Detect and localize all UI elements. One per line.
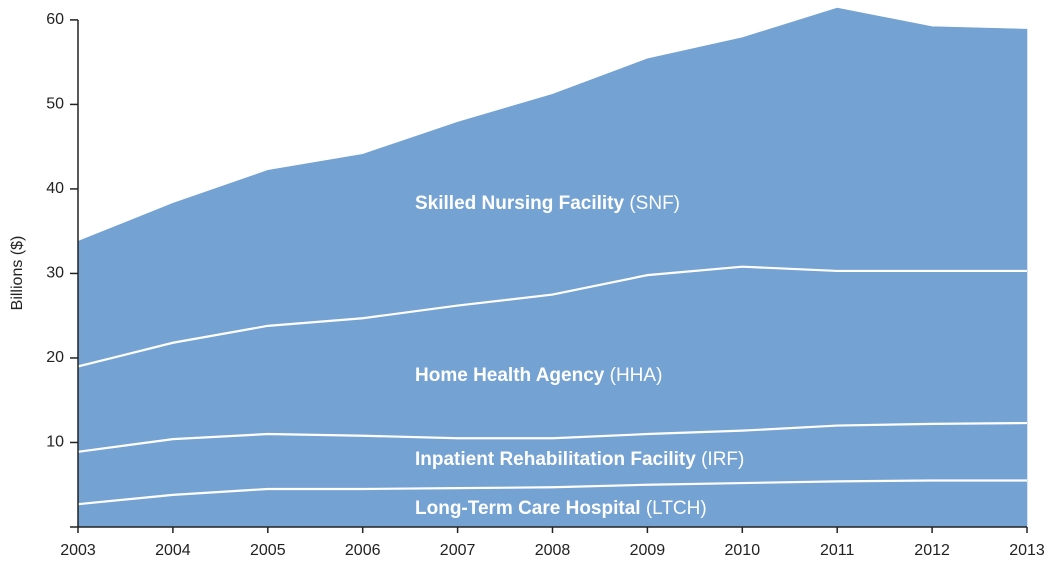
y-tick-label: 20 xyxy=(46,349,64,366)
y-axis-label: Billions ($) xyxy=(9,236,26,311)
boundary-line xyxy=(77,265,1027,368)
y-tick-label: 30 xyxy=(46,265,64,282)
series-label: Inpatient Rehabilitation Facility (IRF) xyxy=(415,449,744,470)
series-abbreviation: (HHA) xyxy=(610,365,663,386)
x-tick-label: 2013 xyxy=(1009,542,1045,559)
x-tick-label: 2011 xyxy=(820,542,855,559)
x-tick-label: 2009 xyxy=(630,542,666,559)
boundary-line xyxy=(77,421,1028,453)
boundary-line xyxy=(77,479,1027,506)
y-tick-label: 50 xyxy=(46,96,64,113)
x-tick-label: 2005 xyxy=(250,542,286,559)
x-tick-label: 2008 xyxy=(535,542,571,559)
x-tick-label: 2007 xyxy=(440,542,476,559)
series-name: Inpatient Rehabilitation Facility xyxy=(415,449,696,470)
series-abbreviation: (LTCH) xyxy=(646,498,707,519)
series-label: Home Health Agency (HHA) xyxy=(415,365,662,386)
series-abbreviation: (SNF) xyxy=(629,193,680,214)
series-label: Long-Term Care Hospital (LTCH) xyxy=(415,498,707,519)
x-tick-label: 2006 xyxy=(345,542,381,559)
series-abbreviation: (IRF) xyxy=(701,449,744,470)
series-label: Skilled Nursing Facility (SNF) xyxy=(415,193,680,214)
series-name: Long-Term Care Hospital xyxy=(415,498,641,519)
y-tick-label: 10 xyxy=(46,434,64,451)
x-tick-label: 2003 xyxy=(60,542,96,559)
x-tick-label: 2010 xyxy=(725,542,761,559)
series-name: Skilled Nursing Facility xyxy=(415,193,624,214)
x-tick-label: 2012 xyxy=(914,542,950,559)
x-tick-label: 2004 xyxy=(155,542,191,559)
series-name: Home Health Agency xyxy=(415,365,605,386)
y-tick-label: 40 xyxy=(46,180,64,197)
y-tick-label: 60 xyxy=(46,11,64,28)
